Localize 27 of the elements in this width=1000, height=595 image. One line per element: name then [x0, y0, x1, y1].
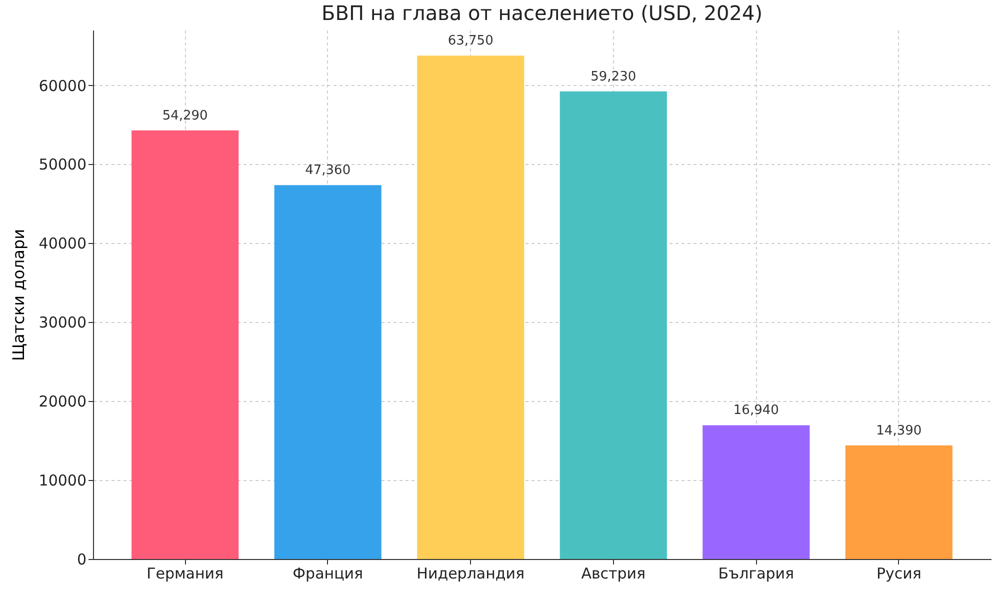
x-tick-label: Русия	[876, 564, 922, 582]
data-label: 54,290	[162, 108, 208, 124]
data-label: 47,360	[305, 163, 351, 178]
bar	[417, 56, 524, 559]
y-tick-label: 50000	[38, 156, 86, 174]
y-tick-label: 40000	[38, 234, 86, 253]
data-label: 14,390	[876, 423, 922, 438]
data-label: 16,940	[733, 403, 779, 418]
data-label: 59,230	[590, 69, 636, 84]
y-tick-label: 60000	[38, 76, 86, 95]
y-tick-label: 10000	[38, 472, 86, 490]
bar	[702, 425, 810, 559]
chart-title: БВП на глава от населението (USD, 2024)	[321, 1, 763, 25]
y-tick-label: 0	[76, 550, 86, 568]
bar	[132, 130, 239, 559]
x-tick-label: Франция	[292, 564, 364, 582]
x-tick-label: България	[718, 564, 794, 582]
y-tick-label: 20000	[38, 392, 86, 411]
y-axis-title: Щатски долари	[8, 228, 28, 362]
x-tick-label: Нидерландия	[416, 564, 525, 582]
bar	[560, 91, 667, 559]
data-label: 63,750	[448, 34, 494, 49]
bar	[274, 185, 382, 559]
y-tick-label: 30000	[38, 314, 86, 332]
x-tick-label: Австрия	[581, 564, 646, 582]
x-tick-label: Германия	[146, 564, 224, 582]
bar	[845, 445, 952, 559]
